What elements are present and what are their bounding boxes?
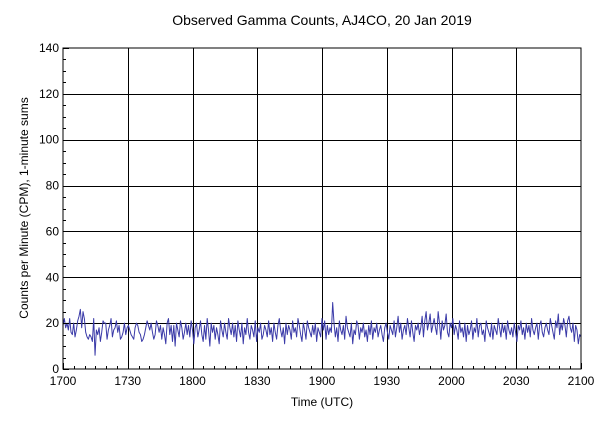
x-tick-labels: 1700 1730 1800 1830 1900 1930 2000 2030 2100 — [50, 374, 595, 388]
series-line-0 — [62, 302, 582, 356]
x-tick-label: 2100 — [568, 374, 595, 388]
y-axis-label: Counts per Minute (CPM), 1-minute sums — [17, 97, 31, 318]
x-tick-label: 1830 — [244, 374, 271, 388]
x-axis-label: Time (UTC) — [291, 395, 353, 409]
x-tick-label: 1930 — [373, 374, 400, 388]
x-tick-label: 1730 — [114, 374, 141, 388]
y-tick-label: 120 — [39, 87, 59, 101]
x-tick-label: 1900 — [309, 374, 336, 388]
y-tick-label: 40 — [46, 270, 60, 284]
y-tick-label: 100 — [39, 133, 59, 147]
y-tick-label: 80 — [46, 179, 60, 193]
x-tick-label: 2000 — [438, 374, 465, 388]
grid-lines — [63, 48, 581, 369]
x-tick-label: 1800 — [179, 374, 206, 388]
axis-ticks — [63, 48, 582, 370]
y-tick-label: 20 — [46, 316, 60, 330]
y-tick-labels: 0 20 40 60 80 100 120 140 — [39, 41, 59, 376]
series-layer — [62, 302, 582, 356]
y-tick-label: 140 — [39, 41, 59, 55]
y-tick-label: 0 — [52, 362, 59, 376]
chart-title: Observed Gamma Counts, AJ4CO, 20 Jan 201… — [172, 12, 472, 28]
x-tick-label: 2030 — [503, 374, 530, 388]
y-tick-label: 60 — [46, 224, 60, 238]
x-tick-label: 1700 — [50, 374, 77, 388]
